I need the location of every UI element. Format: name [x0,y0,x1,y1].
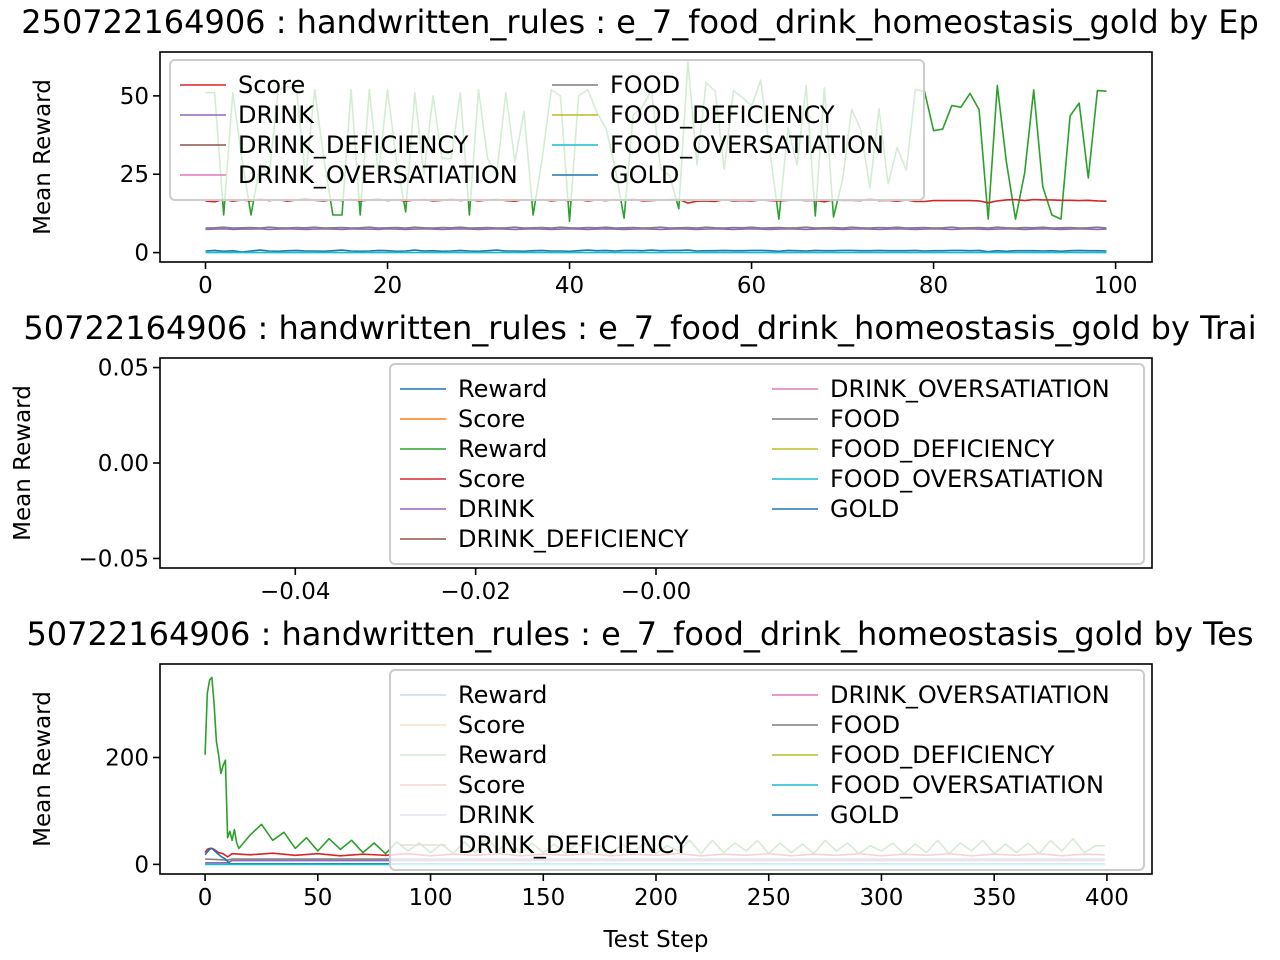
legend-entry-label: FOOD [830,405,900,433]
legend-entry-label: FOOD_OVERSATIATION [830,771,1104,799]
legend-entry-label: DRINK_DEFICIENCY [458,831,689,859]
legend-entry-label: Score [458,711,525,739]
middle-legend-underlay-frame [389,669,1145,871]
top-legend-frame [169,59,925,201]
legend-entry-label: DRINK_OVERSATIATION [830,681,1110,709]
top-y-tick-label: 0 [134,241,149,267]
top-series-gold-line [205,249,1107,253]
top-series-food-line [205,226,1107,229]
legend-entry-label: FOOD [610,71,680,99]
middle-legend: RewardScoreRewardScoreDRINKDRINK_DEFICIE… [389,363,1145,565]
legend-entry-label: Reward [458,435,547,463]
top-y-tick-label: 25 [120,162,149,188]
bottom-x-tick-label: 50 [303,885,332,911]
legend-entry-label: FOOD_OVERSATIATION [610,131,884,159]
legend-entry-label: Reward [458,681,547,709]
legend-entry-label: DRINK_DEFICIENCY [458,525,689,553]
bottom-x-tick-label: 300 [860,885,904,911]
middle-y-tick-label: −0.05 [79,546,149,572]
legend-entry-label: Score [458,771,525,799]
legend-entry-label: DRINK_OVERSATIATION [830,375,1110,403]
legend-entry-label: Reward [458,375,547,403]
top-x-tick-label: 60 [737,273,766,299]
legend-entry-label: Score [458,405,525,433]
top-series-drink-line [205,228,1107,231]
top-y-axis-label: Mean Reward [30,79,56,235]
middle-y-tick-label: 0.00 [98,451,149,477]
legend-entry-label: DRINK [238,101,315,129]
bottom-x-tick-label: 400 [1085,885,1129,911]
bottom-chart-title: 50722164906 : handwritten_rules : e_7_fo… [26,615,1253,653]
bottom-y-tick-label: 0 [134,852,149,878]
legend-entry-label: FOOD_DEFICIENCY [830,741,1055,769]
top-x-tick-label: 100 [1094,273,1138,299]
top-legend: ScoreDRINKDRINK_DEFICIENCYDRINK_OVERSATI… [169,59,925,201]
legend-entry-label: DRINK [458,801,535,829]
legend-entry-label: DRINK [458,495,535,523]
legend-entry-label: DRINK_OVERSATIATION [238,161,518,189]
legend-entry-label: DRINK_DEFICIENCY [238,131,469,159]
legend-entry-label: Reward [458,741,547,769]
bottom-x-axis-label: Test Step [603,927,709,953]
legend-entry-label: FOOD_OVERSATIATION [830,465,1104,493]
bottom-x-tick-label: 100 [409,885,453,911]
legend-entry-label: GOLD [610,161,679,189]
legend-entry-label: FOOD_DEFICIENCY [830,435,1055,463]
top-x-tick-label: 80 [919,273,948,299]
top-x-tick-label: 0 [198,273,213,299]
middle-y-tick-label: 0.05 [98,356,149,382]
legend-entry-label: Score [458,465,525,493]
middle-chart-title: 50722164906 : handwritten_rules : e_7_fo… [23,309,1256,347]
top-y-tick-label: 50 [120,84,149,110]
middle-legend-underlay: RewardScoreRewardScoreDRINKDRINK_DEFICIE… [389,669,1145,871]
bottom-x-tick-label: 150 [521,885,565,911]
top-axes-frame [159,51,1153,263]
middle-chart: −0.04 −0.02 −0.00 0.05 0.00 −0.05 [79,356,1153,605]
bottom-x-tick-label: 350 [972,885,1016,911]
legend-entry-label: GOLD [830,801,899,829]
legend-entry-label: FOOD_DEFICIENCY [610,101,835,129]
legend-entry-label: Score [238,71,305,99]
middle-x-tick-label: −0.00 [621,579,691,605]
bottom-series-gold-line [204,847,1105,865]
bottom-y-axis-label: Mean Reward [30,691,56,847]
middle-legend-frame [389,363,1145,565]
middle-y-axis-label: Mean Reward [10,385,36,541]
legend-entry-label: GOLD [830,495,899,523]
middle-x-tick-label: −0.04 [260,579,330,605]
bottom-y-tick-label: 200 [105,746,149,772]
top-x-tick-label: 40 [555,273,584,299]
bottom-x-tick-label: 250 [747,885,791,911]
middle-x-tick-label: −0.02 [440,579,510,605]
bottom-x-tick-label: 200 [634,885,678,911]
top-chart-title: 250722164906 : handwritten_rules : e_7_f… [21,3,1259,41]
top-x-tick-label: 20 [373,273,402,299]
legend-entry-label: FOOD [830,711,900,739]
bottom-x-tick-label: 0 [198,885,213,911]
